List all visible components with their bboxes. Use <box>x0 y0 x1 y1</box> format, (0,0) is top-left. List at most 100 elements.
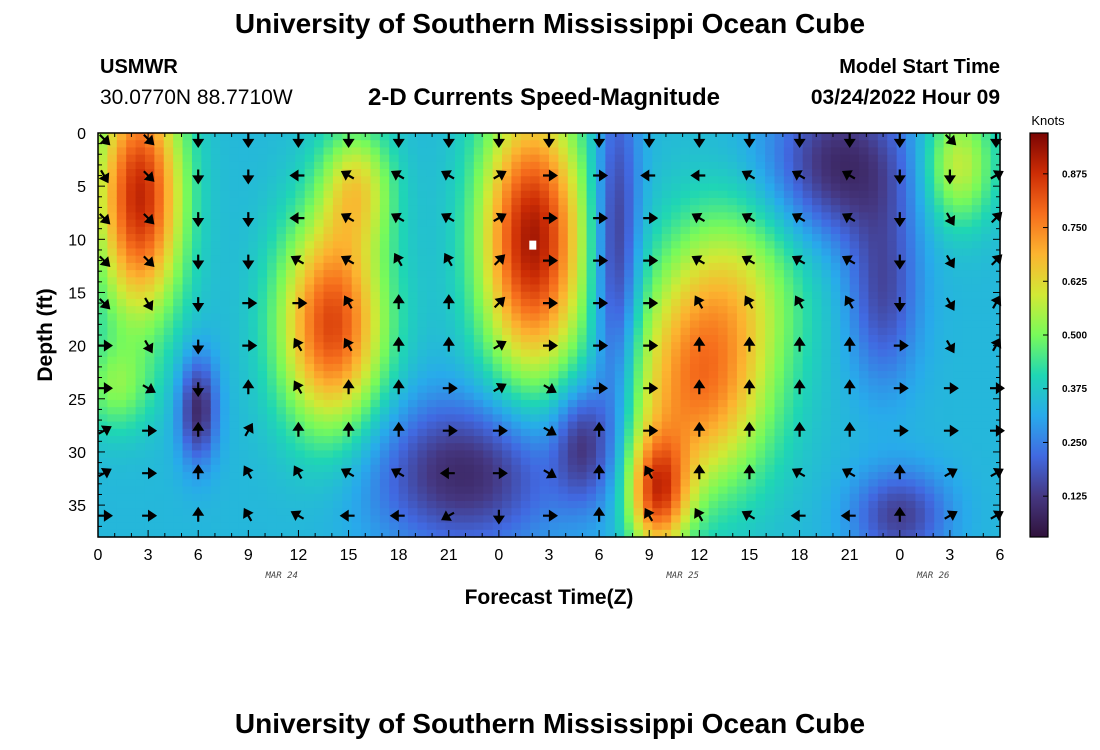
heatmap-cell <box>642 356 653 365</box>
heatmap-cell <box>915 306 926 314</box>
heatmap-cell <box>107 493 118 502</box>
heatmap-cell <box>868 421 879 430</box>
heatmap-cell <box>567 226 578 235</box>
heatmap-cell <box>812 515 823 524</box>
heatmap-cell <box>126 486 137 495</box>
heatmap-cell <box>323 190 334 199</box>
heatmap-cell <box>314 529 325 538</box>
heatmap-cell <box>502 500 513 509</box>
heatmap-cell <box>849 349 860 358</box>
heatmap-cell <box>370 248 381 257</box>
heatmap-cell <box>718 349 729 358</box>
heatmap-cell <box>718 385 729 394</box>
heatmap-cell <box>633 356 644 365</box>
heatmap-cell <box>455 363 466 372</box>
heatmap-cell <box>896 349 907 358</box>
heatmap-cell <box>924 450 935 459</box>
heatmap-cell <box>558 183 569 192</box>
heatmap-cell <box>605 450 616 459</box>
heatmap-cell <box>614 298 625 307</box>
heatmap-cell <box>116 443 127 452</box>
heatmap-cell <box>398 291 409 300</box>
heatmap-cell <box>520 407 531 415</box>
heatmap-cell <box>718 219 729 228</box>
heatmap-cell <box>323 436 334 444</box>
heatmap-cell <box>661 313 672 322</box>
heatmap-cell <box>492 493 503 502</box>
heatmap-cell <box>163 205 174 213</box>
heatmap-cell <box>830 450 841 459</box>
heatmap-cell <box>285 161 296 170</box>
heatmap-cell <box>915 443 926 452</box>
heatmap-cell <box>314 399 325 408</box>
heatmap-cell <box>220 493 231 502</box>
heatmap-cell <box>295 486 306 495</box>
heatmap-cell <box>539 428 550 437</box>
heatmap-cell <box>304 392 315 401</box>
heatmap-cell <box>549 270 559 278</box>
heatmap-cell <box>398 508 409 516</box>
heatmap-cell <box>163 320 174 329</box>
heatmap-cell <box>351 342 362 351</box>
heatmap-cell <box>530 320 541 329</box>
heatmap-cell <box>924 298 935 307</box>
heatmap-cell <box>473 241 484 250</box>
heatmap-cell <box>614 515 625 524</box>
heatmap-cell <box>868 327 879 336</box>
heatmap-cell <box>238 226 249 235</box>
heatmap-cell <box>520 392 531 401</box>
heatmap-cell <box>699 479 710 488</box>
heatmap-cell <box>708 284 719 293</box>
heatmap-cell <box>718 479 729 488</box>
heatmap-cell <box>210 472 221 480</box>
heatmap-cell <box>812 255 823 264</box>
heatmap-cell <box>426 363 437 372</box>
heatmap-cell <box>774 284 785 293</box>
heatmap-cell <box>699 515 710 524</box>
heatmap-cell <box>210 392 221 401</box>
heatmap-cell <box>671 450 682 459</box>
heatmap-cell <box>877 298 888 307</box>
heatmap-cell <box>549 436 559 444</box>
heatmap-cell <box>774 378 785 387</box>
heatmap-cell <box>671 349 682 358</box>
heatmap-cell <box>173 493 184 502</box>
heatmap-cell <box>295 515 306 524</box>
heatmap-cell <box>163 479 174 488</box>
heatmap-cell <box>595 356 606 365</box>
heatmap-cell <box>896 205 907 213</box>
heatmap-cell <box>689 349 700 358</box>
heatmap-cell <box>379 342 390 351</box>
heatmap-cell <box>849 183 860 192</box>
heatmap-cell <box>445 378 456 387</box>
heatmap-cell <box>821 270 832 278</box>
heatmap-cell <box>633 392 644 401</box>
heatmap-cell <box>539 270 550 278</box>
heatmap-cell <box>689 147 700 156</box>
heatmap-cell <box>98 457 108 466</box>
heatmap-cell <box>332 399 343 408</box>
heatmap-cell <box>915 147 926 156</box>
heatmap-cell <box>595 133 606 141</box>
heatmap-cell <box>558 270 569 278</box>
heatmap-cell <box>220 284 231 293</box>
heatmap-cell <box>652 234 663 242</box>
heatmap-cell <box>699 262 710 271</box>
heatmap-cell <box>924 320 935 329</box>
heatmap-cell <box>633 399 644 408</box>
heatmap-cell <box>436 169 447 177</box>
heatmap-cell <box>135 262 146 271</box>
heatmap-cell <box>492 392 503 401</box>
heatmap-cell <box>445 349 456 358</box>
heatmap-cell <box>332 493 343 502</box>
heatmap-cell <box>389 190 400 199</box>
heatmap-cell <box>821 464 832 473</box>
heatmap-cell <box>182 378 193 387</box>
heatmap-cell <box>736 363 747 372</box>
heatmap-cell <box>840 385 851 394</box>
heatmap-cell <box>210 378 221 387</box>
heatmap-cell <box>746 277 757 286</box>
heatmap-cell <box>614 436 625 444</box>
heatmap-cell <box>633 515 644 524</box>
heatmap-cell <box>539 190 550 199</box>
